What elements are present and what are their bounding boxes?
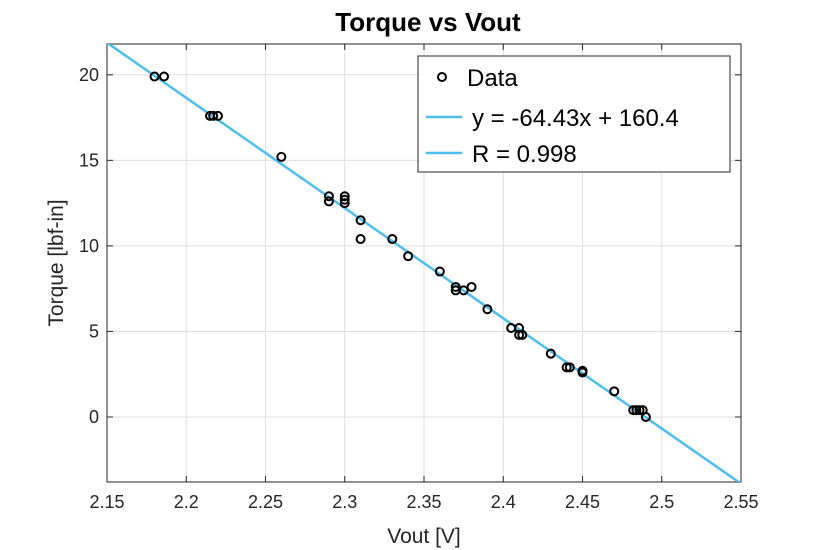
data-point [466, 281, 477, 292]
data-point [564, 362, 575, 373]
data-point [276, 151, 287, 162]
y-axis-label: Torque [lbf-in] [45, 199, 68, 326]
data-point [561, 362, 572, 373]
tick-marks [106, 44, 742, 482]
x-tick-labels: 2.15 2.2 2.25 2.3 2.35 2.4 2.45 2.5 2.55 [89, 492, 758, 512]
data-point [355, 215, 366, 226]
data-point [545, 348, 556, 359]
legend: Data y = -64.43x + 160.4 R = 0.998 [417, 55, 731, 173]
data-point [482, 304, 493, 315]
chart-title: Torque vs Vout [335, 7, 521, 37]
legend-label-data: Data [467, 65, 518, 92]
data-point [631, 405, 642, 416]
data-point [640, 411, 651, 422]
data-point [450, 281, 461, 292]
legend-box [417, 55, 731, 173]
legend-label-r: R = 0.998 [472, 141, 577, 168]
data-point [212, 110, 223, 121]
x-tick-label: 2.5 [649, 492, 674, 512]
data-point [339, 198, 350, 209]
x-tick-label: 2.55 [723, 492, 758, 512]
x-tick-label: 2.25 [248, 492, 283, 512]
data-point [159, 71, 170, 82]
y-tick-label: 20 [79, 65, 99, 85]
x-tick-label: 2.15 [89, 492, 124, 512]
data-point [323, 191, 334, 202]
data-point [149, 71, 160, 82]
data-point [434, 266, 445, 277]
data-point [458, 285, 469, 296]
y-tick-label: 15 [79, 150, 99, 170]
x-tick-label: 2.45 [565, 492, 600, 512]
x-tick-label: 2.3 [332, 492, 357, 512]
x-tick-label: 2.2 [174, 492, 199, 512]
data-point [628, 405, 639, 416]
data-points [149, 71, 651, 422]
x-tick-label: 2.4 [491, 492, 516, 512]
data-point [609, 386, 620, 397]
x-tick-label: 2.35 [406, 492, 441, 512]
data-point [208, 110, 219, 121]
x-axis-label: Vout [V] [387, 525, 461, 548]
y-tick-label: 10 [79, 236, 99, 256]
y-tick-labels: 0 5 10 15 20 [79, 65, 99, 427]
data-point [339, 191, 350, 202]
data-point [387, 234, 398, 245]
y-tick-label: 0 [89, 407, 99, 427]
data-point [634, 405, 645, 416]
legend-label-fit: y = -64.43x + 160.4 [472, 105, 679, 132]
data-point [355, 234, 366, 245]
y-tick-label: 5 [89, 321, 99, 341]
data-point [323, 196, 334, 207]
legend-marker-data [437, 72, 447, 82]
data-point [577, 367, 588, 378]
data-point [517, 329, 528, 340]
data-point [403, 251, 414, 262]
data-point [514, 329, 525, 340]
data-point [339, 194, 350, 205]
